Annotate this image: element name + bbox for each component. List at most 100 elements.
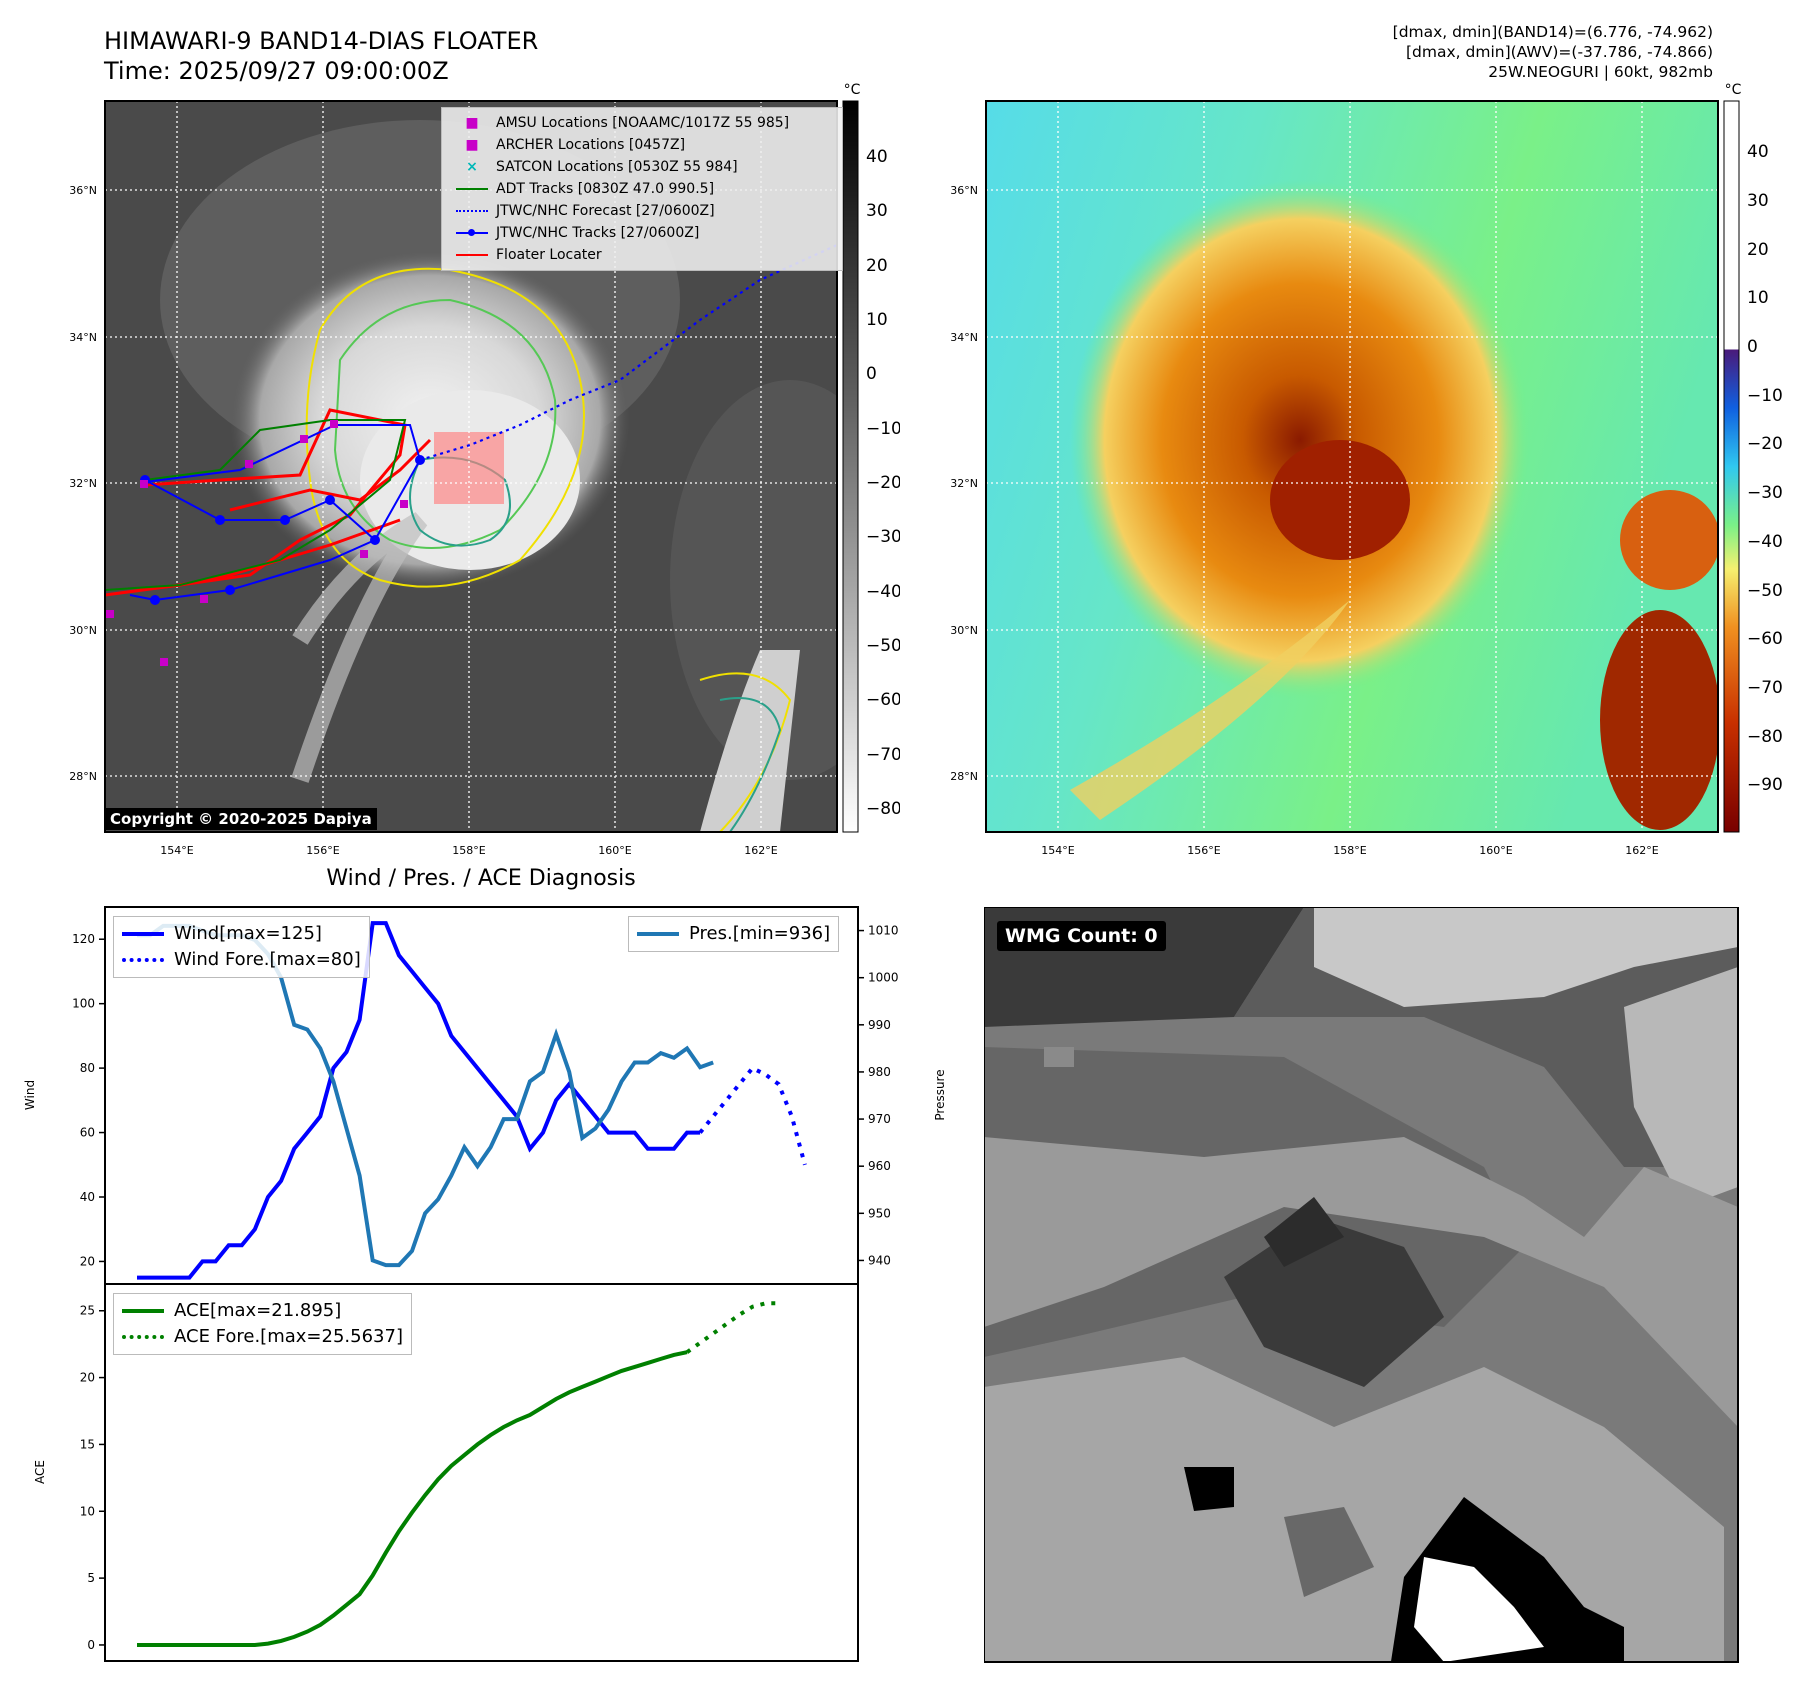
svg-text:30°N: 30°N: [950, 624, 978, 637]
legend-jtwc-tracks: JTWC/NHC Tracks [27/0600Z]: [448, 222, 836, 244]
map2-lon-labels: 154°E 156°E 158°E 160°E 162°E: [1041, 844, 1658, 857]
legend-floater: Floater Locater: [448, 244, 836, 266]
svg-text:30: 30: [1747, 191, 1769, 211]
svg-text:40: 40: [866, 147, 888, 167]
lat-label-32: 32°N: [69, 477, 97, 490]
ace-tick-label: 0: [87, 1638, 95, 1652]
title-satellite: HIMAWARI-9 BAND14-DIAS FLOATER: [104, 27, 539, 55]
amsu-locations: [106, 420, 408, 666]
svg-text:−20: −20: [866, 473, 900, 493]
svg-text:28°N: 28°N: [950, 770, 978, 783]
svg-text:−40: −40: [866, 582, 900, 602]
legend-amsu: ■ AMSU Locations [NOAAMC/1017Z 55 985]: [465, 115, 790, 131]
svg-text:−10: −10: [1747, 386, 1783, 406]
svg-text:154°E: 154°E: [1041, 844, 1074, 857]
pressure-tick-label: 990: [868, 1018, 891, 1032]
title-time: Time: 2025/09/27 09:00:00Z: [104, 57, 449, 85]
meta-awv-range: [dmax, dmin](AWV)=(-37.786, -74.866): [1406, 43, 1713, 61]
wmg-panel: [984, 907, 1739, 1663]
lon-label-158: 158°E: [452, 844, 485, 857]
pressure-axis-label: Pressure: [933, 1069, 947, 1120]
pressure-legend: Pres.[min=936]: [628, 916, 840, 952]
pressure-tick-label: 960: [868, 1159, 891, 1173]
lat-label-30: 30°N: [69, 624, 97, 637]
legend-archer: ■ ARCHER Locations [0457Z]: [465, 137, 686, 153]
pressure-tick-label: 940: [868, 1253, 891, 1267]
svg-text:30: 30: [866, 201, 888, 221]
series-line-wind: [137, 921, 701, 1280]
wind-series: [137, 921, 807, 1280]
svg-text:162°E: 162°E: [1625, 844, 1658, 857]
lat-label-28: 28°N: [69, 770, 97, 783]
ace-y-ticks: 0 5 10 15 20 25: [80, 1304, 105, 1652]
lat-label-36: 36°N: [69, 184, 97, 197]
legend-adt: ADT Tracks [0830Z 47.0 990.5]: [448, 178, 836, 200]
adt-tracks: [105, 419, 407, 591]
legend-ace-forecast: ACE Fore.[max=25.5637]: [122, 1324, 403, 1350]
series-line-wind-forecast: [698, 1065, 807, 1166]
svg-text:−30: −30: [866, 527, 900, 547]
meta-storm-info: 25W.NEOGURI | 60kt, 982mb: [1488, 63, 1713, 81]
lon-label-160: 160°E: [598, 844, 631, 857]
pressure-y-ticks: 940 950 960 970 980 990 1000 1010: [858, 924, 899, 1267]
svg-text:0: 0: [1747, 337, 1758, 357]
meta-band14-range: [dmax, dmin](BAND14)=(6.776, -74.962): [1392, 23, 1713, 41]
svg-text:−80: −80: [1747, 727, 1783, 747]
svg-text:156°E: 156°E: [1187, 844, 1220, 857]
figure-meta: [dmax, dmin](BAND14)=(6.776, -74.962) [d…: [1393, 22, 1713, 82]
svg-text:−70: −70: [1747, 678, 1783, 698]
svg-text:20: 20: [866, 256, 888, 276]
svg-text:−60: −60: [866, 690, 900, 710]
wind-tick-label: 80: [80, 1061, 95, 1075]
ir-colorbar: [842, 100, 859, 833]
svg-text:10: 10: [1747, 288, 1769, 308]
pressure-tick-label: 980: [868, 1065, 891, 1079]
map1-lat-labels: 36°N 34°N 32°N 30°N 28°N: [69, 184, 97, 783]
svg-text:34°N: 34°N: [950, 331, 978, 344]
map2-lat-labels: 36°N 34°N 32°N 30°N 28°N: [950, 184, 978, 783]
svg-text:−10: −10: [866, 419, 900, 439]
svg-text:10: 10: [866, 310, 888, 330]
wind-tick-label: 120: [72, 932, 95, 946]
lat-label-34: 34°N: [69, 331, 97, 344]
pressure-tick-label: 1000: [868, 971, 899, 985]
svg-text:158°E: 158°E: [1333, 844, 1366, 857]
copyright-badge: Copyright © 2020-2025 Dapiya: [105, 808, 377, 830]
ace-series: [137, 1301, 779, 1647]
awv-map-panel: 36°N 34°N 32°N 30°N 28°N 154°E 156°E 158…: [950, 82, 1783, 857]
legend-wind-forecast: Wind Fore.[max=80]: [122, 947, 361, 973]
svg-text:20: 20: [1747, 240, 1769, 260]
jtwc-forecast-track: [419, 243, 837, 462]
pressure-tick-label: 970: [868, 1112, 891, 1126]
legend-pressure: Pres.[min=936]: [637, 921, 830, 947]
ace-tick-label: 5: [87, 1571, 95, 1585]
pressure-tick-label: 950: [868, 1206, 891, 1220]
diag-title: Wind / Pres. / ACE Diagnosis: [326, 866, 636, 891]
ace-tick-label: 15: [80, 1437, 95, 1451]
svg-text:0: 0: [866, 364, 877, 384]
wind-axis-label: Wind: [23, 1080, 37, 1110]
wind-tick-label: 20: [80, 1254, 95, 1268]
svg-text:40: 40: [1747, 142, 1769, 162]
svg-text:−30: −30: [1747, 483, 1783, 503]
svg-text:−90: −90: [1747, 775, 1783, 795]
svg-text:−80: −80: [866, 799, 900, 819]
ace-tick-label: 20: [80, 1371, 95, 1385]
svg-text:−40: −40: [1747, 532, 1783, 552]
wind-tick-label: 100: [72, 997, 95, 1011]
svg-text:−70: −70: [866, 745, 900, 765]
awv-storm-shield: [1070, 180, 1530, 700]
series-line-ace-forecast: [685, 1301, 779, 1354]
svg-text:−50: −50: [866, 636, 900, 656]
legend-wind: Wind[max=125]: [122, 921, 361, 947]
awv-colorbar-ticks: 40 30 20 10 0 −10 −20 −30 −40 −50 −60 −7…: [1747, 142, 1783, 795]
lon-label-156: 156°E: [306, 844, 339, 857]
ir-colorbar-ticks: 40 30 20 10 0 −10 −20 −30 −40 −50 −60 −7…: [866, 147, 900, 819]
svg-text:36°N: 36°N: [950, 184, 978, 197]
legend-ace: ACE[max=21.895]: [122, 1298, 403, 1324]
awv-colorbar-unit: °C: [1725, 82, 1742, 98]
svg-text:32°N: 32°N: [950, 477, 978, 490]
legend-satcon: × SATCON Locations [0530Z 55 984]: [466, 159, 738, 175]
ace-axis-label: ACE: [33, 1460, 47, 1484]
